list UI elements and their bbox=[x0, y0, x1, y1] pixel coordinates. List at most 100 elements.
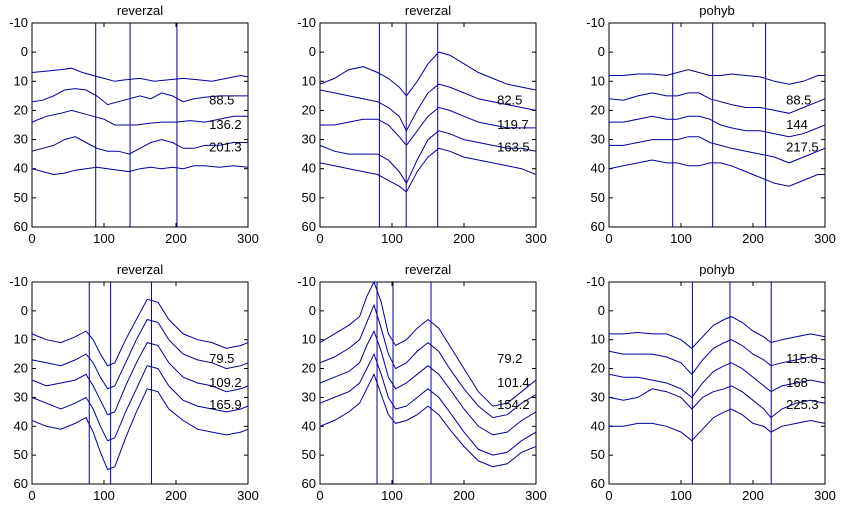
y-tick-label: 50 bbox=[302, 190, 316, 205]
series-line-2 bbox=[320, 83, 536, 132]
series-line-1 bbox=[320, 282, 536, 407]
x-tick-label: 0 bbox=[28, 231, 35, 246]
y-tick-label: 0 bbox=[21, 303, 28, 318]
y-tick-label: 0 bbox=[309, 44, 316, 59]
x-tick-label: 0 bbox=[605, 488, 612, 503]
y-tick-label: 10 bbox=[302, 73, 316, 88]
series-line-4 bbox=[320, 130, 536, 185]
axes-box bbox=[319, 22, 537, 228]
series-line-2 bbox=[32, 318, 248, 390]
series-line-5 bbox=[320, 147, 536, 193]
x-tick-label: 100 bbox=[93, 488, 115, 503]
x-tick-label: 100 bbox=[381, 488, 403, 503]
y-tick-label: 20 bbox=[14, 102, 28, 117]
x-tick-label: 0 bbox=[316, 488, 323, 503]
series-line-1 bbox=[609, 69, 825, 85]
y-tick-label: 30 bbox=[591, 132, 605, 147]
y-tick-label: 30 bbox=[591, 389, 605, 404]
x-tick-label: 200 bbox=[165, 231, 187, 246]
y-tick-label: 30 bbox=[14, 389, 28, 404]
series-line-1 bbox=[32, 298, 248, 367]
marker-label: 88.5 bbox=[209, 93, 234, 108]
y-tick-label: 40 bbox=[591, 418, 605, 433]
y-tick-label: 20 bbox=[302, 102, 316, 117]
series-line-5 bbox=[32, 165, 248, 176]
y-tick-label: -10 bbox=[9, 274, 28, 289]
y-tick-label: 20 bbox=[302, 361, 316, 376]
series-line-4 bbox=[320, 352, 536, 456]
y-tick-label: 60 bbox=[591, 476, 605, 491]
x-tick-label: 300 bbox=[814, 488, 836, 503]
y-tick-label: 60 bbox=[591, 219, 605, 234]
y-tick-label: -10 bbox=[586, 274, 605, 289]
x-tick-label: 200 bbox=[453, 488, 475, 503]
marker-label: 82.5 bbox=[497, 93, 522, 108]
plot-area bbox=[320, 23, 536, 227]
series-line-4 bbox=[32, 365, 248, 442]
axes-box bbox=[608, 281, 826, 485]
x-tick-label: 100 bbox=[381, 231, 403, 246]
marker-label: 79.5 bbox=[209, 351, 234, 366]
chart-title: reverzal bbox=[405, 262, 451, 277]
y-tick-label: 40 bbox=[591, 161, 605, 176]
y-tick-label: 40 bbox=[14, 161, 28, 176]
y-tick-label: 0 bbox=[21, 44, 28, 59]
chart-title: reverzal bbox=[405, 3, 451, 18]
series-line-3 bbox=[320, 106, 536, 147]
x-tick-label: 200 bbox=[453, 231, 475, 246]
marker-label: 136.2 bbox=[209, 117, 242, 132]
y-tick-label: 10 bbox=[591, 73, 605, 88]
y-tick-label: 60 bbox=[302, 219, 316, 234]
plot-area bbox=[32, 23, 248, 227]
series-line-5 bbox=[320, 373, 536, 468]
series-line-1 bbox=[32, 67, 248, 82]
marker-label: 88.5 bbox=[786, 93, 811, 108]
axes-box bbox=[608, 22, 826, 228]
x-tick-label: 200 bbox=[742, 231, 764, 246]
x-tick-label: 300 bbox=[237, 231, 259, 246]
y-tick-label: 10 bbox=[302, 332, 316, 347]
series-line-4 bbox=[609, 385, 825, 419]
y-tick-label: -10 bbox=[297, 15, 316, 30]
y-tick-label: 40 bbox=[302, 161, 316, 176]
x-tick-label: 100 bbox=[670, 488, 692, 503]
plot-area bbox=[320, 282, 536, 484]
axes-box bbox=[31, 281, 249, 485]
series-line-2 bbox=[609, 92, 825, 114]
chart-title: reverzal bbox=[117, 3, 163, 18]
series-line-5 bbox=[609, 159, 825, 187]
marker-label: 144 bbox=[786, 117, 808, 132]
marker-label: 165.9 bbox=[209, 397, 242, 412]
series-line-3 bbox=[32, 342, 248, 416]
y-tick-label: 30 bbox=[302, 132, 316, 147]
y-tick-label: 30 bbox=[14, 132, 28, 147]
plot-area bbox=[609, 282, 825, 484]
series-line-2 bbox=[32, 88, 248, 106]
y-tick-label: 60 bbox=[302, 476, 316, 491]
series-line-5 bbox=[32, 388, 248, 471]
y-tick-label: 20 bbox=[14, 361, 28, 376]
series-line-1 bbox=[320, 51, 536, 97]
y-tick-label: 10 bbox=[14, 73, 28, 88]
x-tick-label: 200 bbox=[165, 488, 187, 503]
marker-label: 109.2 bbox=[209, 375, 242, 390]
marker-label: 119.7 bbox=[497, 117, 529, 132]
series-line-3 bbox=[320, 329, 536, 436]
y-tick-label: -10 bbox=[297, 274, 316, 289]
series-line-3 bbox=[32, 109, 248, 126]
series-line-3 bbox=[609, 362, 825, 399]
x-tick-label: 300 bbox=[237, 488, 259, 503]
marker-label: 115.8 bbox=[786, 351, 818, 366]
plot-area bbox=[32, 282, 248, 484]
x-tick-label: 0 bbox=[316, 231, 323, 246]
y-tick-label: 0 bbox=[309, 303, 316, 318]
marker-label: 79.2 bbox=[497, 351, 522, 366]
y-tick-label: 60 bbox=[14, 219, 28, 234]
marker-label: 163.5 bbox=[497, 139, 530, 154]
